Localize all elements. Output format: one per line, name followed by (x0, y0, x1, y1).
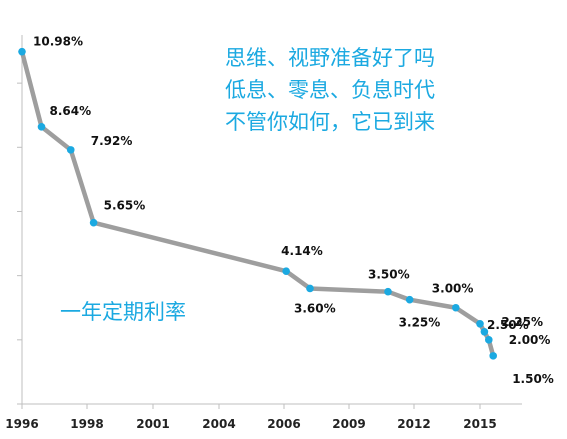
rate-series-markers (18, 47, 498, 360)
x-tick-label-2015: 2015 (463, 417, 496, 431)
data-label-8: 3.00% (432, 282, 474, 296)
data-label-3: 5.65% (104, 199, 146, 213)
series-title: 一年定期利率 (60, 300, 186, 324)
data-point-12 (489, 352, 498, 360)
data-label-7: 3.25% (399, 316, 441, 330)
data-point-9 (476, 319, 484, 328)
data-point-3 (89, 218, 98, 227)
data-label-0: 10.98% (33, 35, 83, 49)
headline-line-2: 低息、零息、负息时代 (225, 78, 435, 102)
y-axis-ticks (17, 82, 22, 405)
headline-line-1: 思维、视野准备好了吗 (225, 46, 435, 70)
data-point-6 (384, 287, 392, 296)
x-tick-label-2004: 2004 (202, 417, 235, 431)
data-point-2 (66, 146, 75, 154)
data-point-10 (480, 328, 489, 336)
headline-line-3: 不管你如何，它已到来 (225, 110, 435, 134)
data-label-10: 2.25% (501, 315, 543, 329)
x-tick-label-2012: 2012 (397, 417, 430, 431)
x-tick-label-1996: 1996 (5, 417, 38, 431)
rate-data-labels: 10.98% 8.64% 7.92% 5.65% 4.14% 3.60% 3.50% 3.25… (33, 35, 554, 386)
data-point-4 (282, 267, 290, 275)
data-point-5 (306, 284, 314, 293)
x-tick-label-2006: 2006 (267, 417, 300, 431)
data-point-1 (37, 122, 46, 131)
x-axis-ticks: 1996 1998 2001 2004 2006 2009 2012 2015 (5, 404, 497, 431)
data-label-2: 7.92% (91, 134, 133, 148)
x-tick-label-1998: 1998 (70, 417, 103, 431)
data-label-9: 2.50% (487, 318, 529, 332)
data-point-0 (18, 47, 26, 56)
data-label-11: 2.00% (509, 333, 551, 347)
data-point-7 (405, 295, 414, 304)
data-label-1: 8.64% (50, 104, 92, 118)
x-tick-label-2009: 2009 (332, 417, 365, 431)
data-point-8 (452, 303, 460, 312)
data-point-11 (485, 336, 493, 344)
data-label-12: 1.50% (512, 372, 554, 386)
data-label-4: 4.14% (281, 244, 323, 258)
x-tick-label-2001: 2001 (136, 417, 169, 431)
data-label-6: 3.50% (368, 268, 410, 282)
data-label-5: 3.60% (294, 301, 336, 315)
